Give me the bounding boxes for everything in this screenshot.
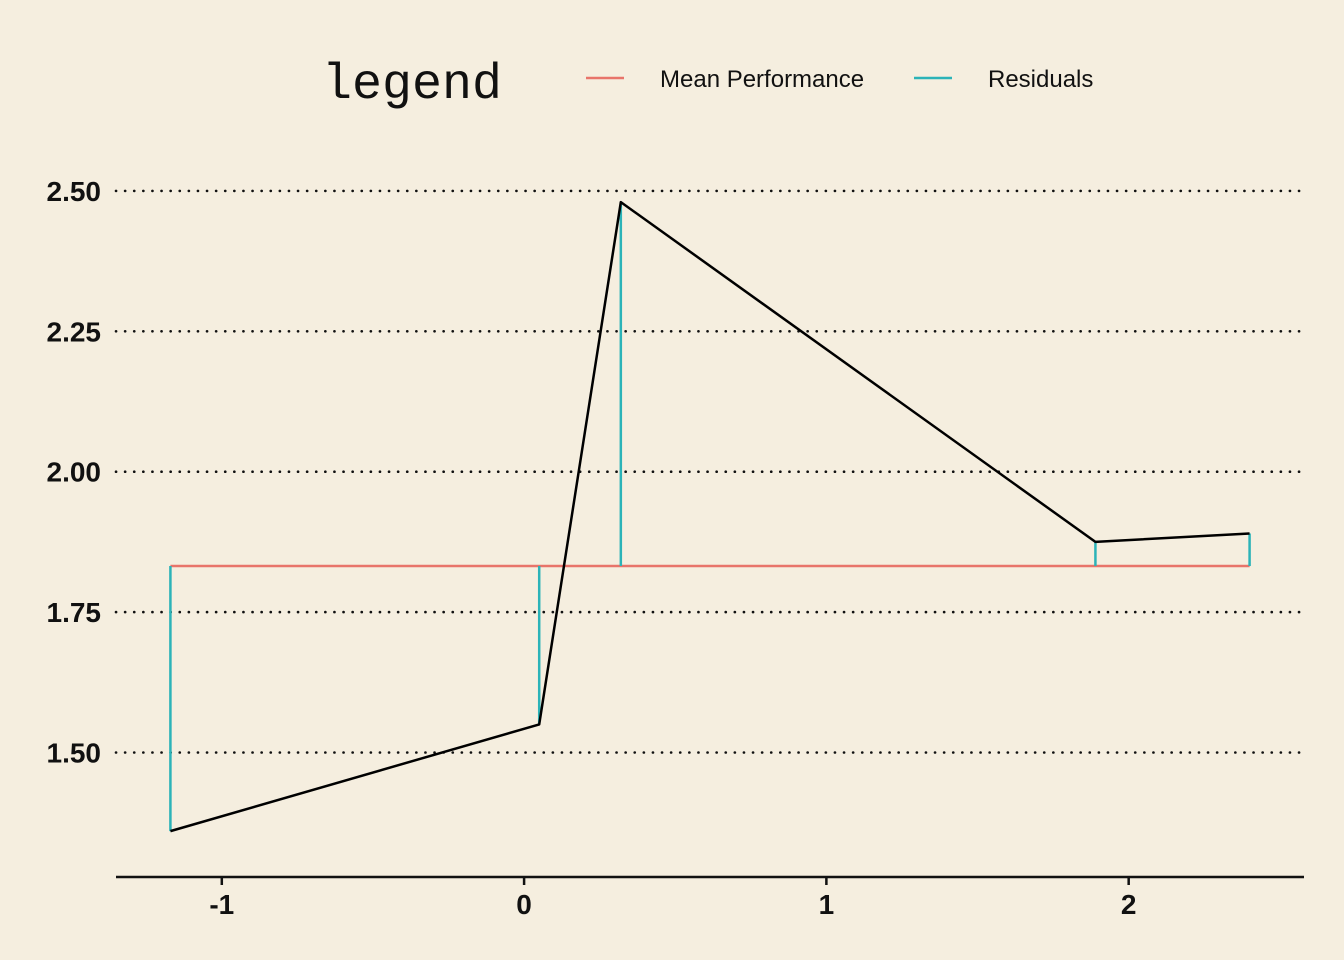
x-tick-label: 1 [819,889,835,920]
legend-label-residuals: Residuals [988,66,1093,93]
x-tick-label: -1 [209,889,234,920]
grid-lines [114,189,1306,754]
plot-area [169,200,1251,833]
y-tick-label: 2.50 [47,176,102,207]
legend-title: legend [322,57,502,114]
legend-label-mean-performance: Mean Performance [660,66,864,93]
x-tick-label: 0 [516,889,532,920]
y-tick-label: 2.00 [47,457,102,488]
x-axis: -1 0 1 2 [116,875,1304,920]
legend: legend Mean Performance Residuals [322,57,1093,114]
y-tick-label: 1.50 [47,737,102,768]
y-tick-label: 1.75 [47,597,102,628]
x-tick-label: 2 [1121,889,1137,920]
performance-line [170,200,1250,833]
y-axis: 1.50 1.75 2.00 2.25 2.50 [47,176,102,769]
y-tick-label: 2.25 [47,316,102,347]
